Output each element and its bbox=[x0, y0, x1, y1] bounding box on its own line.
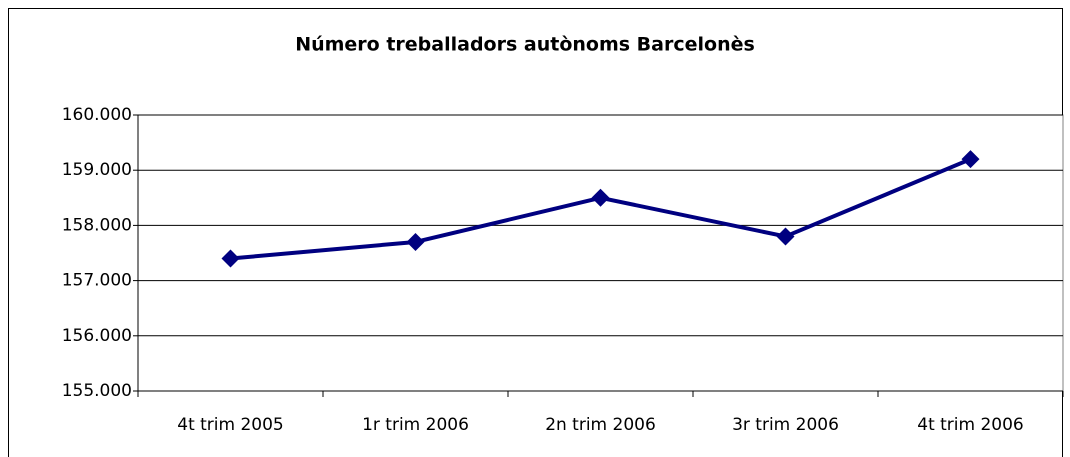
x-tick-label: 1r trim 2006 bbox=[362, 415, 469, 435]
x-tick-label: 2n trim 2006 bbox=[545, 415, 656, 435]
y-tick-label: 160.000 bbox=[62, 105, 132, 125]
y-tick-label: 156.000 bbox=[62, 326, 132, 346]
y-tick-label: 155.000 bbox=[62, 381, 132, 401]
y-tick-label: 159.000 bbox=[62, 160, 132, 180]
y-tick-label: 158.000 bbox=[62, 215, 132, 235]
data-point bbox=[406, 232, 425, 251]
y-tick-label: 157.000 bbox=[62, 271, 132, 291]
x-tick-label: 4t trim 2005 bbox=[177, 415, 284, 435]
x-tick-label: 3r trim 2006 bbox=[732, 415, 839, 435]
data-point bbox=[591, 188, 610, 207]
data-point bbox=[776, 227, 795, 246]
chart-title: Número treballadors autònoms Barcelonès bbox=[295, 34, 755, 56]
data-point bbox=[961, 150, 980, 169]
x-tick-label: 4t trim 2006 bbox=[917, 415, 1024, 435]
data-point bbox=[221, 249, 240, 268]
